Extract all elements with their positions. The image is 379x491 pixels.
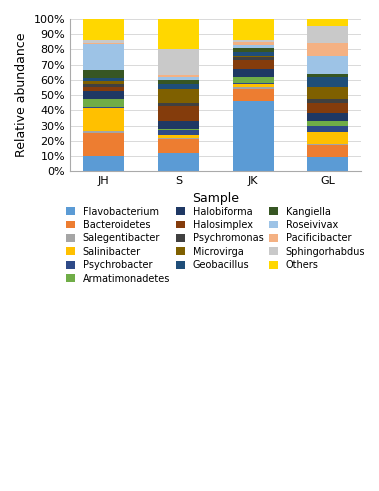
Bar bbox=[83, 83, 124, 87]
Bar bbox=[233, 48, 274, 53]
Bar bbox=[307, 74, 348, 77]
Bar bbox=[307, 26, 348, 43]
Bar bbox=[233, 42, 274, 45]
Bar bbox=[307, 43, 348, 56]
Bar bbox=[158, 139, 199, 153]
Bar bbox=[83, 108, 124, 131]
Bar bbox=[158, 19, 199, 50]
Bar bbox=[83, 44, 124, 70]
Bar bbox=[158, 135, 199, 137]
Bar bbox=[158, 75, 199, 77]
Bar bbox=[158, 84, 199, 89]
Bar bbox=[158, 103, 199, 106]
Bar bbox=[158, 77, 199, 80]
Bar bbox=[83, 107, 124, 108]
Bar bbox=[233, 89, 274, 101]
Bar bbox=[307, 113, 348, 121]
Bar bbox=[158, 106, 199, 121]
Bar bbox=[307, 87, 348, 99]
Bar bbox=[158, 121, 199, 129]
Bar bbox=[83, 19, 124, 40]
Bar bbox=[158, 153, 199, 171]
Bar bbox=[307, 121, 348, 126]
Bar bbox=[307, 126, 348, 133]
Bar bbox=[233, 53, 274, 55]
Bar bbox=[83, 91, 124, 99]
Bar bbox=[158, 129, 199, 130]
Bar bbox=[307, 143, 348, 145]
Bar bbox=[233, 84, 274, 87]
Bar bbox=[158, 89, 199, 103]
Bar bbox=[83, 78, 124, 81]
Legend: Flavobacterium, Bacteroidetes, Salegentibacter, Salinibacter, Psychrobacter, Arm: Flavobacterium, Bacteroidetes, Salegenti… bbox=[66, 207, 365, 283]
Bar bbox=[307, 99, 348, 104]
Bar bbox=[307, 104, 348, 113]
Bar bbox=[233, 40, 274, 42]
Bar bbox=[83, 70, 124, 78]
Bar bbox=[83, 156, 124, 171]
Bar bbox=[83, 99, 124, 107]
Bar bbox=[233, 60, 274, 69]
Bar bbox=[233, 83, 274, 84]
Bar bbox=[233, 69, 274, 77]
Bar bbox=[83, 43, 124, 44]
Bar bbox=[83, 87, 124, 91]
Bar bbox=[83, 133, 124, 156]
Bar bbox=[83, 131, 124, 133]
Bar bbox=[83, 81, 124, 83]
Bar bbox=[158, 137, 199, 139]
Bar bbox=[158, 130, 199, 135]
Bar bbox=[233, 87, 274, 89]
X-axis label: Sample: Sample bbox=[192, 191, 239, 205]
Bar bbox=[307, 77, 348, 87]
Bar bbox=[233, 45, 274, 48]
Bar bbox=[233, 19, 274, 40]
Bar bbox=[307, 133, 348, 143]
Bar bbox=[307, 145, 348, 158]
Bar bbox=[158, 80, 199, 84]
Bar bbox=[233, 77, 274, 83]
Bar bbox=[158, 50, 199, 75]
Bar bbox=[233, 55, 274, 57]
Bar bbox=[307, 56, 348, 74]
Y-axis label: Relative abundance: Relative abundance bbox=[15, 33, 28, 157]
Bar bbox=[233, 57, 274, 60]
Bar bbox=[233, 101, 274, 171]
Bar bbox=[307, 19, 348, 26]
Bar bbox=[83, 40, 124, 43]
Bar bbox=[307, 158, 348, 171]
